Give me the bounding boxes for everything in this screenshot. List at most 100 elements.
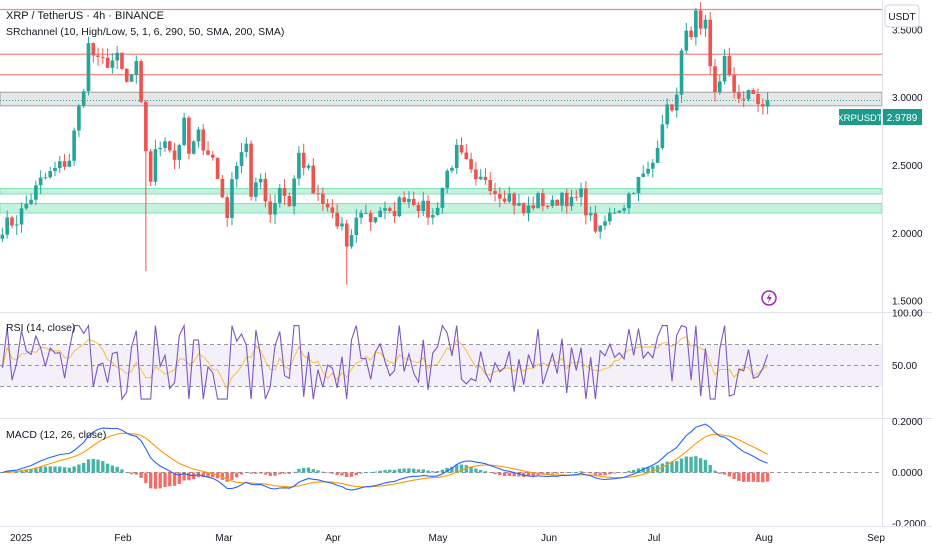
candle-body[interactable] bbox=[464, 152, 469, 160]
candle-body[interactable] bbox=[378, 210, 383, 218]
candle-body[interactable] bbox=[483, 176, 488, 181]
candle-body[interactable] bbox=[325, 203, 330, 208]
candle-body[interactable] bbox=[474, 169, 478, 180]
candle-body[interactable] bbox=[239, 152, 244, 166]
candle-body[interactable] bbox=[545, 205, 550, 207]
candle-body[interactable] bbox=[732, 75, 736, 93]
candle-body[interactable] bbox=[62, 161, 67, 167]
candle-body[interactable] bbox=[383, 208, 387, 211]
candle-body[interactable] bbox=[526, 205, 531, 214]
candle-body[interactable] bbox=[129, 74, 134, 82]
candle-body[interactable] bbox=[627, 193, 631, 209]
candle-body[interactable] bbox=[234, 165, 239, 180]
rsi-axis[interactable]: 100.00 50.00 bbox=[892, 309, 923, 373]
candle-body[interactable] bbox=[421, 200, 426, 212]
candle-body[interactable] bbox=[301, 152, 306, 168]
candle-body[interactable] bbox=[502, 198, 507, 202]
candle-body[interactable] bbox=[287, 195, 292, 207]
macd-pane[interactable]: 0.2000 0.0000 -0.2000 bbox=[0, 417, 926, 530]
candle-body[interactable] bbox=[598, 225, 603, 232]
candle-body[interactable] bbox=[120, 52, 124, 69]
candle-body[interactable] bbox=[684, 30, 689, 51]
candle-body[interactable] bbox=[756, 93, 760, 105]
candle-body[interactable] bbox=[450, 168, 454, 171]
candle-body[interactable] bbox=[292, 178, 296, 207]
price-candles[interactable] bbox=[0, 2, 770, 285]
candle-body[interactable] bbox=[115, 52, 119, 61]
candle-body[interactable] bbox=[24, 204, 29, 209]
candle-body[interactable] bbox=[158, 147, 163, 150]
candle-body[interactable] bbox=[660, 124, 665, 149]
candle-body[interactable] bbox=[431, 214, 435, 218]
candle-body[interactable] bbox=[588, 213, 593, 216]
candle-body[interactable] bbox=[81, 91, 86, 106]
candle-body[interactable] bbox=[670, 104, 674, 111]
lightning-bolt-icon[interactable] bbox=[761, 290, 777, 306]
candle-body[interactable] bbox=[722, 55, 727, 82]
candle-body[interactable] bbox=[517, 203, 521, 206]
candle-body[interactable] bbox=[703, 19, 708, 29]
candle-body[interactable] bbox=[679, 50, 684, 95]
candle-body[interactable] bbox=[651, 162, 655, 169]
candle-body[interactable] bbox=[392, 210, 397, 217]
candle-body[interactable] bbox=[512, 193, 516, 206]
candle-body[interactable] bbox=[5, 217, 9, 235]
candle-body[interactable] bbox=[230, 179, 234, 218]
candle-body[interactable] bbox=[579, 188, 583, 198]
candle-body[interactable] bbox=[607, 212, 612, 222]
candle-body[interactable] bbox=[493, 191, 497, 195]
candle-body[interactable] bbox=[306, 165, 311, 168]
candle-body[interactable] bbox=[349, 235, 354, 247]
candle-body[interactable] bbox=[574, 196, 579, 198]
candle-body[interactable] bbox=[53, 168, 57, 172]
candle-body[interactable] bbox=[373, 217, 378, 223]
candle-body[interactable] bbox=[258, 178, 263, 183]
candle-body[interactable] bbox=[387, 208, 392, 211]
candle-body[interactable] bbox=[646, 168, 650, 174]
macd-line[interactable] bbox=[2, 423, 768, 491]
candle-body[interactable] bbox=[10, 217, 14, 226]
candle-body[interactable] bbox=[172, 150, 177, 160]
candle-body[interactable] bbox=[91, 43, 96, 56]
candle-body[interactable] bbox=[57, 161, 62, 169]
candle-body[interactable] bbox=[612, 212, 617, 214]
candle-body[interactable] bbox=[765, 100, 770, 107]
candle-body[interactable] bbox=[268, 201, 273, 215]
candle-body[interactable] bbox=[67, 160, 72, 167]
candle-body[interactable] bbox=[440, 187, 445, 208]
candle-body[interactable] bbox=[0, 234, 5, 239]
candle-body[interactable] bbox=[368, 212, 373, 223]
candle-body[interactable] bbox=[364, 212, 368, 214]
price-axis[interactable]: 3.5000 3.0000 2.5000 2.0000 1.5000 bbox=[892, 25, 923, 307]
candle-body[interactable] bbox=[14, 224, 19, 226]
candle-body[interactable] bbox=[340, 223, 344, 227]
candle-body[interactable] bbox=[593, 213, 598, 232]
rsi-legend[interactable]: RSI (14, close) bbox=[6, 322, 75, 334]
candle-body[interactable] bbox=[717, 81, 722, 93]
candle-body[interactable] bbox=[737, 92, 741, 99]
candle-body[interactable] bbox=[187, 117, 191, 154]
candle-body[interactable] bbox=[354, 217, 359, 236]
candle-body[interactable] bbox=[569, 196, 574, 207]
candle-body[interactable] bbox=[622, 208, 626, 211]
candle-body[interactable] bbox=[497, 194, 502, 199]
candle-body[interactable] bbox=[101, 56, 105, 58]
candle-body[interactable] bbox=[555, 199, 559, 206]
candle-body[interactable] bbox=[311, 165, 316, 194]
candle-body[interactable] bbox=[665, 104, 669, 125]
candle-body[interactable] bbox=[761, 104, 765, 107]
candle-body[interactable] bbox=[631, 193, 636, 195]
candle-body[interactable] bbox=[655, 148, 660, 163]
candle-body[interactable] bbox=[215, 157, 220, 179]
candle-body[interactable] bbox=[211, 154, 215, 158]
candle-body[interactable] bbox=[741, 98, 746, 100]
candle-body[interactable] bbox=[86, 43, 91, 92]
price-pane[interactable]: 3.5000 3.0000 2.5000 2.0000 1.5000 bbox=[0, 2, 923, 308]
candle-body[interactable] bbox=[454, 145, 459, 169]
candle-body[interactable] bbox=[282, 188, 287, 196]
macd-axis[interactable]: 0.2000 0.0000 -0.2000 bbox=[892, 417, 926, 530]
candle-body[interactable] bbox=[196, 129, 201, 142]
candle-body[interactable] bbox=[182, 117, 186, 146]
candle-body[interactable] bbox=[277, 188, 282, 203]
